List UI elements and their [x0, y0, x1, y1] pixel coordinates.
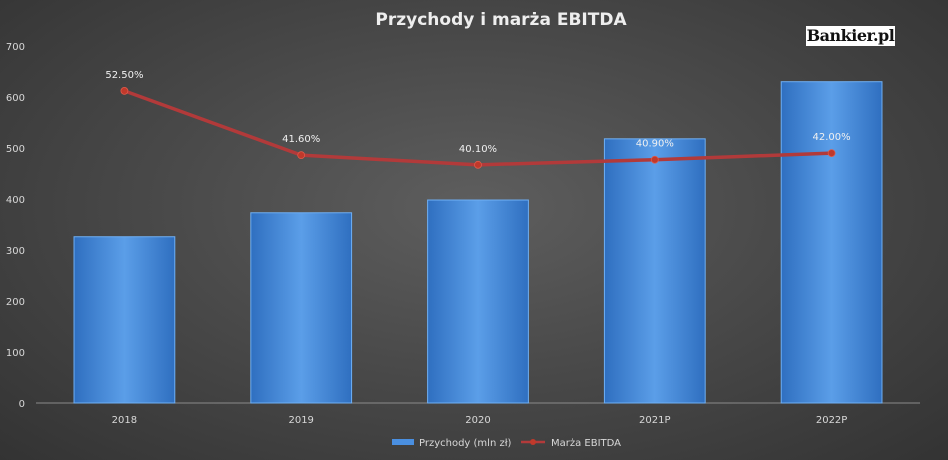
data-label-marza: 41.60% — [282, 134, 320, 145]
bankier-logo: Bankier.pl — [806, 26, 895, 46]
y-tick-label: 600 — [6, 93, 25, 104]
bar-przychody — [603, 138, 706, 404]
legend-label-przychody: Przychody (mln zł) — [419, 438, 512, 449]
bar-przychody — [73, 236, 176, 404]
y-tick-label: 300 — [6, 246, 25, 257]
y-tick-label: 0 — [19, 399, 25, 410]
data-label-marza: 40.90% — [636, 139, 674, 150]
y-tick-label: 700 — [6, 42, 25, 53]
bar-przychody — [427, 199, 529, 404]
marker-marza-ebitda — [650, 155, 659, 164]
legend-swatch-przychody — [392, 439, 414, 445]
marker-marza-ebitda — [120, 86, 129, 95]
marker-marza-ebitda — [827, 149, 836, 158]
legend-label-marza: Marża EBITDA — [551, 438, 621, 449]
bar-przychody — [250, 212, 353, 404]
y-tick-label: 100 — [6, 348, 25, 359]
bar-przychody — [780, 81, 883, 404]
data-label-marza: 42.00% — [813, 132, 851, 143]
y-tick-label: 500 — [6, 144, 25, 155]
y-tick-label: 400 — [6, 195, 25, 206]
y-tick-label: 200 — [6, 297, 25, 308]
x-tick-label: 2018 — [112, 415, 137, 426]
marker-marza-ebitda — [474, 160, 482, 169]
x-tick-label: 2020 — [465, 415, 490, 426]
legend-marker-marza — [530, 439, 536, 445]
x-tick-label: 2022P — [816, 415, 847, 426]
data-label-marza: 52.50% — [105, 70, 143, 81]
data-label-marza: 40.10% — [459, 144, 497, 155]
marker-marza-ebitda — [297, 151, 306, 160]
legend: Przychody (mln zł) Marża EBITDA — [392, 438, 621, 449]
chart-title: Przychody i marża EBITDA — [375, 10, 627, 30]
x-tick-label: 2019 — [288, 415, 313, 426]
x-tick-label: 2021P — [639, 415, 670, 426]
